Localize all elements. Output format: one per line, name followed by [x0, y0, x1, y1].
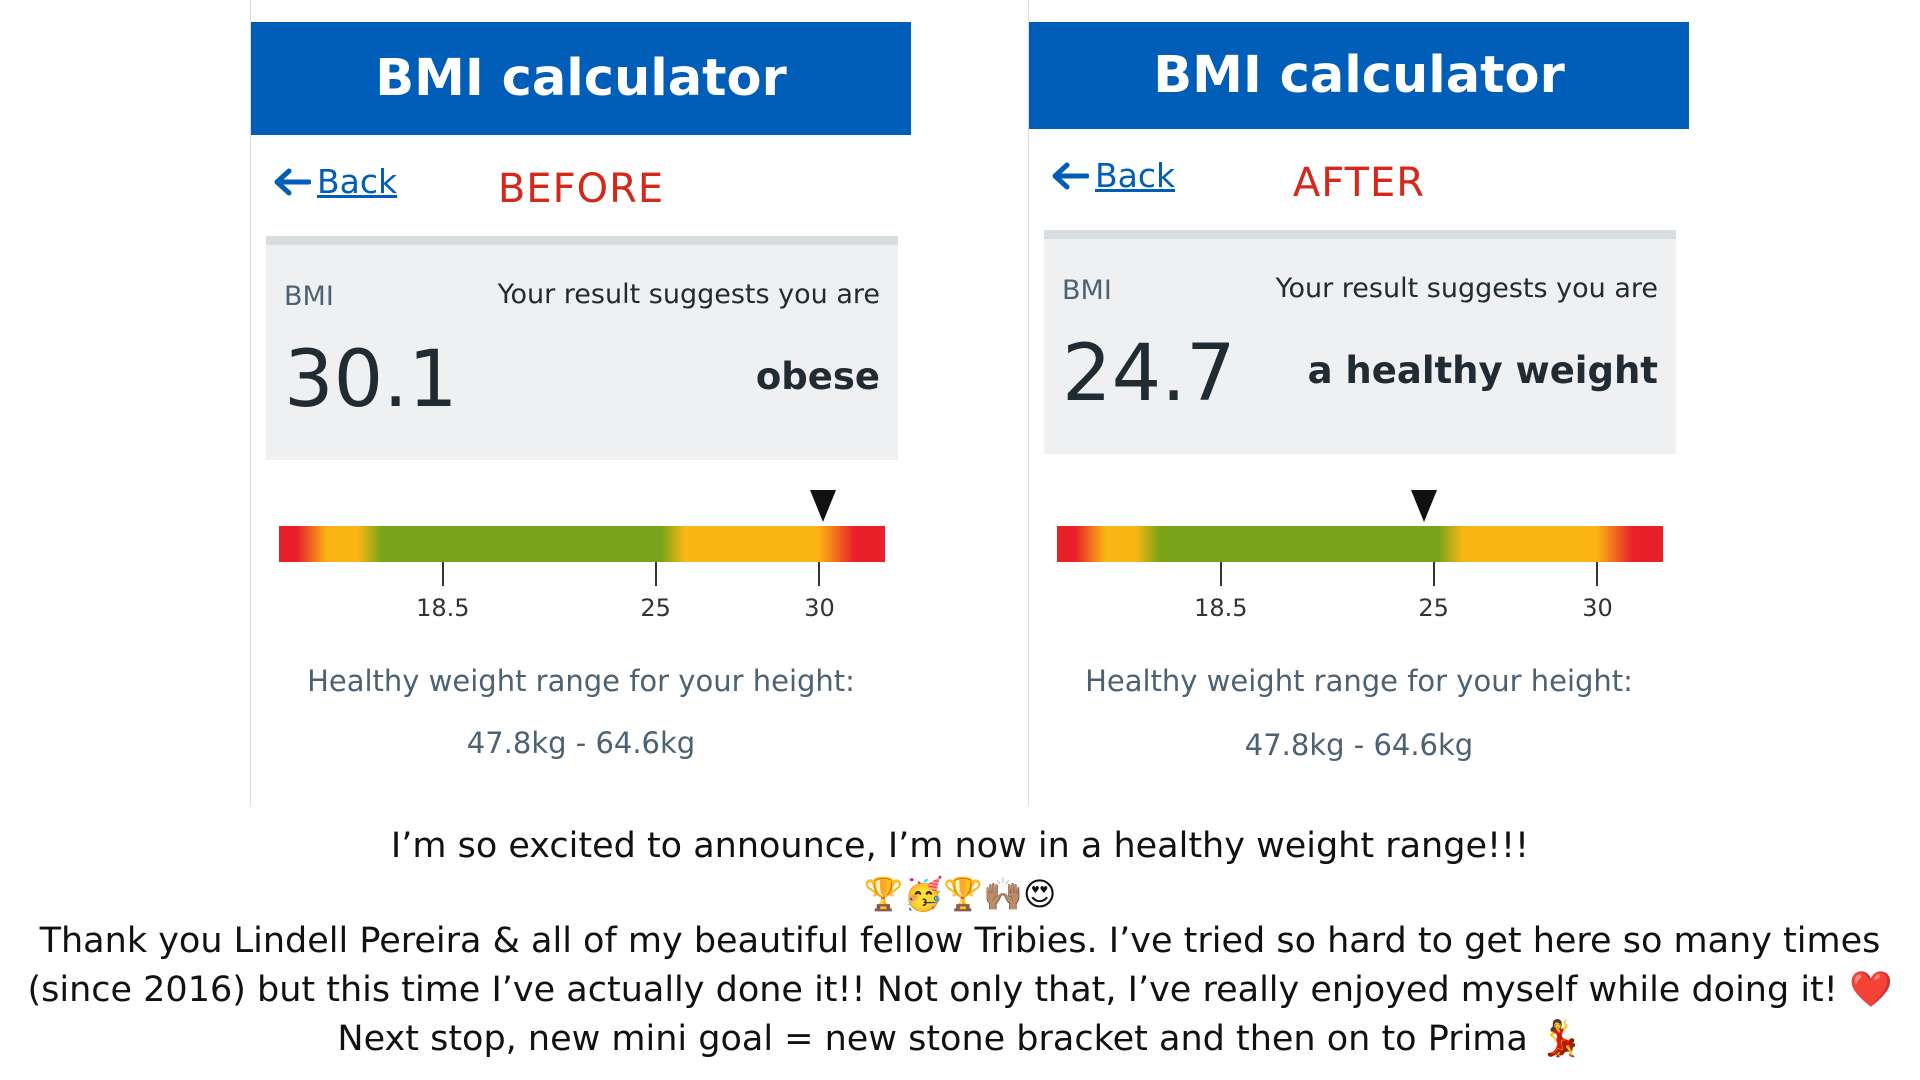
tick-mark [1596, 562, 1599, 586]
back-link[interactable]: Back [271, 162, 397, 201]
stage-label: BEFORE [497, 166, 665, 212]
stage-label: AFTER [1292, 160, 1426, 206]
bmi-gauge: 18.5 25 30 [1057, 490, 1663, 622]
back-label[interactable]: Back [1095, 156, 1176, 195]
result-suggestion-text: Your result suggests you are [497, 279, 880, 310]
back-link[interactable]: Back [1049, 156, 1175, 195]
caption-line: Thank you Lindell Pereira & all of my be… [39, 921, 1881, 961]
header-bar: BMI calculator [1029, 22, 1689, 129]
tick-label: 30 [1582, 594, 1613, 622]
bmi-label: BMI [284, 281, 334, 312]
caption-line: I’m so excited to announce, I’m now in a… [390, 826, 1530, 866]
healthy-range-value: 47.8kg - 64.6kg [466, 726, 696, 760]
bmi-panel-before: BMI calculator Back BEFORE BMI 30.1 Your… [250, 0, 911, 805]
tick-mark [818, 562, 821, 586]
bmi-marker-icon [809, 490, 836, 522]
healthy-range-label: Healthy weight range for your height: [1085, 664, 1633, 698]
bmi-category: a healthy weight [1307, 349, 1658, 392]
tick-mark [1432, 562, 1435, 586]
caption-line: (since 2016) but this time I’ve actually… [27, 970, 1893, 1010]
bmi-marker-icon [1410, 490, 1437, 522]
caption-line: Next stop, new mini goal = new stone bra… [337, 1019, 1583, 1059]
tick-label: 30 [804, 594, 835, 622]
gauge-bar [1057, 526, 1663, 562]
result-box: BMI 30.1 Your result suggests you are ob… [266, 236, 898, 460]
tick-mark [654, 562, 657, 586]
bmi-value: 24.7 [1062, 329, 1236, 419]
announcement-caption: I’m so excited to announce, I’m now in a… [0, 822, 1920, 1064]
tick-label: 18.5 [416, 594, 470, 622]
result-box: BMI 24.7 Your result suggests you are a … [1044, 230, 1676, 454]
bmi-category: obese [755, 355, 880, 398]
healthy-range-value: 47.8kg - 64.6kg [1244, 728, 1474, 762]
back-label[interactable]: Back [317, 162, 398, 201]
tick-label: 25 [640, 594, 671, 622]
healthy-range-label: Healthy weight range for your height: [307, 664, 855, 698]
left-arrow-icon [274, 168, 311, 195]
bmi-value: 30.1 [284, 335, 458, 425]
bmi-gauge: 18.5 25 30 [279, 490, 885, 622]
celebration-emojis: 🏆🥳🏆🙌🏽😍 [863, 875, 1057, 913]
bmi-label: BMI [1062, 275, 1112, 306]
tick-mark [1219, 562, 1222, 586]
tick-label: 25 [1418, 594, 1449, 622]
header-bar: BMI calculator [251, 22, 911, 135]
tick-label: 18.5 [1194, 594, 1248, 622]
tick-mark [441, 562, 444, 586]
left-arrow-icon [1052, 162, 1089, 189]
header-title: BMI calculator [1153, 46, 1565, 105]
bmi-panel-after: BMI calculator Back AFTER BMI 24.7 Your … [1028, 0, 1689, 805]
header-title: BMI calculator [375, 49, 787, 108]
gauge-bar [279, 526, 885, 562]
result-suggestion-text: Your result suggests you are [1275, 273, 1658, 304]
